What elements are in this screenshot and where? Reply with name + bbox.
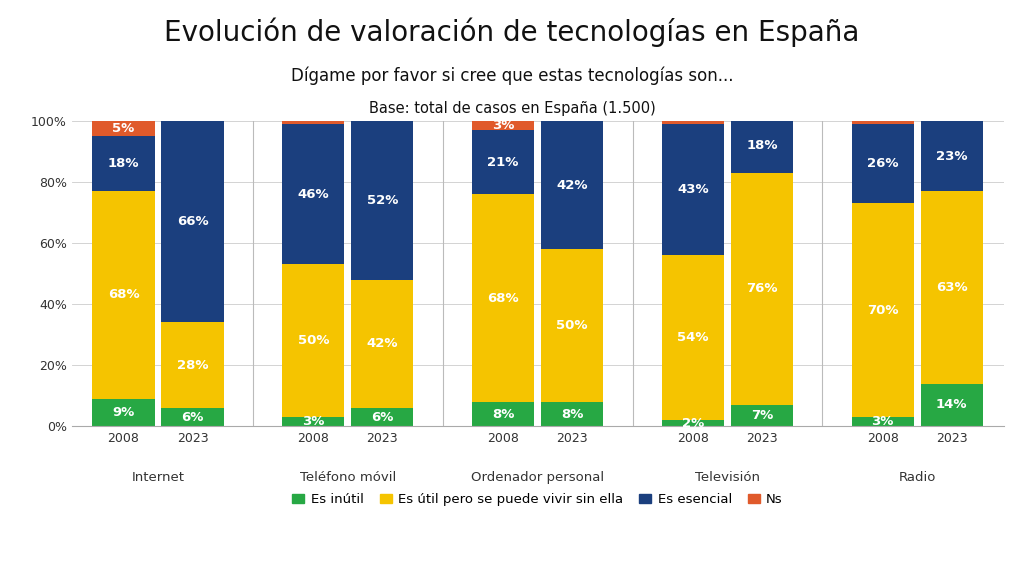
Legend: Es inútil, Es útil pero se puede vivir sin ella, Es esencial, Ns: Es inútil, Es útil pero se puede vivir s… xyxy=(287,488,788,511)
Text: 54%: 54% xyxy=(677,331,709,344)
Bar xyxy=(541,121,603,249)
Text: 68%: 68% xyxy=(108,289,139,301)
Bar xyxy=(852,124,913,203)
Text: 42%: 42% xyxy=(367,338,398,350)
Text: Televisión: Televisión xyxy=(695,471,760,484)
Bar xyxy=(731,173,793,405)
Text: 2%: 2% xyxy=(682,416,705,430)
Bar xyxy=(283,264,344,417)
Text: 26%: 26% xyxy=(867,157,898,170)
Bar xyxy=(662,420,724,426)
Bar xyxy=(162,323,223,408)
Text: 52%: 52% xyxy=(367,194,398,207)
Text: 23%: 23% xyxy=(936,150,968,162)
Text: 46%: 46% xyxy=(297,188,329,200)
Text: 7%: 7% xyxy=(751,409,773,422)
Text: 63%: 63% xyxy=(936,281,968,294)
Bar xyxy=(731,405,793,426)
Text: 76%: 76% xyxy=(746,282,777,295)
Bar xyxy=(283,417,344,426)
Bar xyxy=(662,121,724,124)
Bar xyxy=(541,249,603,402)
Bar xyxy=(162,121,223,323)
Bar xyxy=(283,124,344,264)
Text: 9%: 9% xyxy=(113,406,134,419)
Bar xyxy=(92,399,155,426)
Text: 3%: 3% xyxy=(871,415,894,428)
Text: Internet: Internet xyxy=(131,471,184,484)
Bar xyxy=(472,194,535,402)
Bar xyxy=(162,408,223,426)
Text: 3%: 3% xyxy=(302,415,325,428)
Text: 3%: 3% xyxy=(492,119,514,132)
Bar xyxy=(662,124,724,255)
Text: 21%: 21% xyxy=(487,156,519,169)
Bar xyxy=(472,121,535,130)
Bar xyxy=(92,121,155,137)
Bar xyxy=(921,121,983,191)
Text: Dígame por favor si cree que estas tecnologías son...: Dígame por favor si cree que estas tecno… xyxy=(291,66,733,85)
Text: 68%: 68% xyxy=(487,291,519,305)
Bar xyxy=(852,203,913,417)
Bar xyxy=(921,384,983,426)
Text: 50%: 50% xyxy=(298,334,329,347)
Text: 18%: 18% xyxy=(746,139,777,152)
Bar xyxy=(852,121,913,124)
Text: 43%: 43% xyxy=(677,183,709,196)
Bar xyxy=(921,191,983,384)
Text: Radio: Radio xyxy=(898,471,936,484)
Text: Teléfono móvil: Teléfono móvil xyxy=(300,471,396,484)
Bar xyxy=(92,137,155,191)
Text: 14%: 14% xyxy=(936,399,968,411)
Bar xyxy=(351,280,414,408)
Bar xyxy=(852,417,913,426)
Bar xyxy=(541,402,603,426)
Text: 66%: 66% xyxy=(177,215,208,228)
Bar xyxy=(351,121,414,280)
Bar xyxy=(472,130,535,194)
Bar xyxy=(351,408,414,426)
Text: Evolución de valoración de tecnologías en España: Evolución de valoración de tecnologías e… xyxy=(164,17,860,47)
Text: 28%: 28% xyxy=(177,359,208,372)
Text: Ordenador personal: Ordenador personal xyxy=(471,471,604,484)
Text: 6%: 6% xyxy=(371,411,393,423)
Text: Base: total de casos en España (1.500): Base: total de casos en España (1.500) xyxy=(369,101,655,116)
Bar xyxy=(472,402,535,426)
Bar xyxy=(92,191,155,399)
Bar xyxy=(662,255,724,420)
Text: 42%: 42% xyxy=(556,179,588,192)
Bar xyxy=(283,121,344,124)
Bar xyxy=(731,118,793,173)
Text: 8%: 8% xyxy=(561,408,584,420)
Text: 70%: 70% xyxy=(867,304,898,317)
Text: 18%: 18% xyxy=(108,157,139,170)
Text: 8%: 8% xyxy=(492,408,514,420)
Text: 50%: 50% xyxy=(556,319,588,332)
Text: 6%: 6% xyxy=(181,411,204,423)
Text: 5%: 5% xyxy=(113,122,134,135)
